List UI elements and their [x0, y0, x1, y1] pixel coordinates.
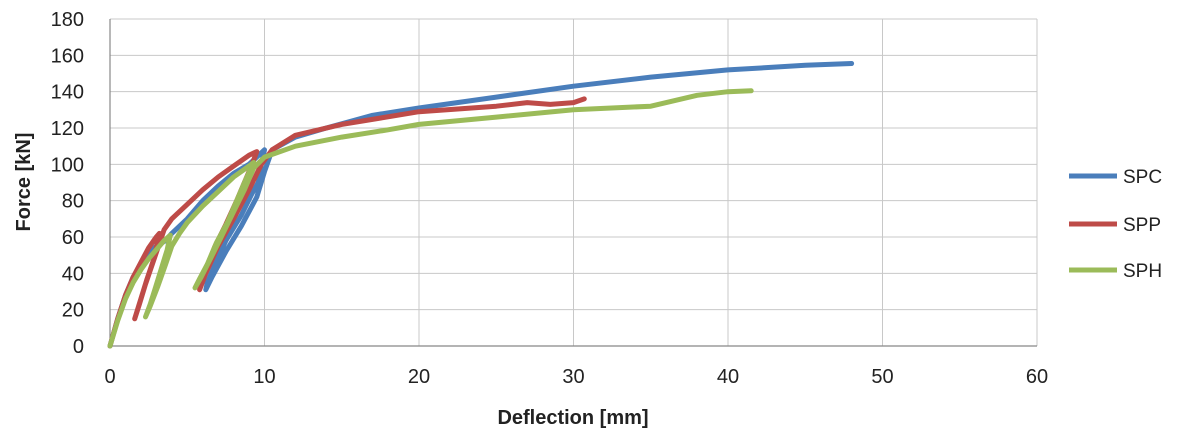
y-tick-label: 80 [62, 191, 84, 213]
x-tick-label: 30 [562, 366, 584, 388]
x-tick-label: 20 [408, 366, 430, 388]
y-tick-label: 60 [62, 227, 84, 249]
x-tick-labels: 0 10 20 30 40 50 60 [104, 366, 1048, 388]
x-axis-title: Deflection [mm] [497, 407, 648, 429]
y-tick-label: 120 [51, 118, 84, 140]
y-tick-label: 180 [51, 9, 84, 31]
y-tick-label: 20 [62, 300, 84, 322]
y-tick-label: 100 [51, 154, 84, 176]
axes [109, 19, 1037, 347]
x-tick-label: 10 [253, 366, 275, 388]
x-tick-label: 60 [1026, 366, 1048, 388]
legend-label-sph: SPH [1123, 261, 1162, 282]
x-tick-label: 0 [104, 366, 115, 388]
y-tick-label: 40 [62, 263, 84, 285]
series-line-sph [107, 88, 754, 349]
y-tick-label: 160 [51, 45, 84, 67]
gridlines [110, 18, 1038, 346]
legend-label-spc: SPC [1123, 167, 1162, 188]
y-tick-label: 140 [51, 82, 84, 104]
legend: SPC SPP SPH [1069, 167, 1162, 282]
x-tick-label: 50 [871, 366, 893, 388]
y-axis-title: Force [kN] [13, 133, 35, 232]
x-tick-label: 40 [717, 366, 739, 388]
y-tick-label: 0 [73, 336, 84, 358]
y-tick-labels: 0 20 40 60 80 100 120 140 160 180 [51, 9, 84, 358]
legend-label-spp: SPP [1123, 215, 1161, 236]
series-lines [107, 61, 855, 349]
series-line-spp [107, 96, 587, 349]
